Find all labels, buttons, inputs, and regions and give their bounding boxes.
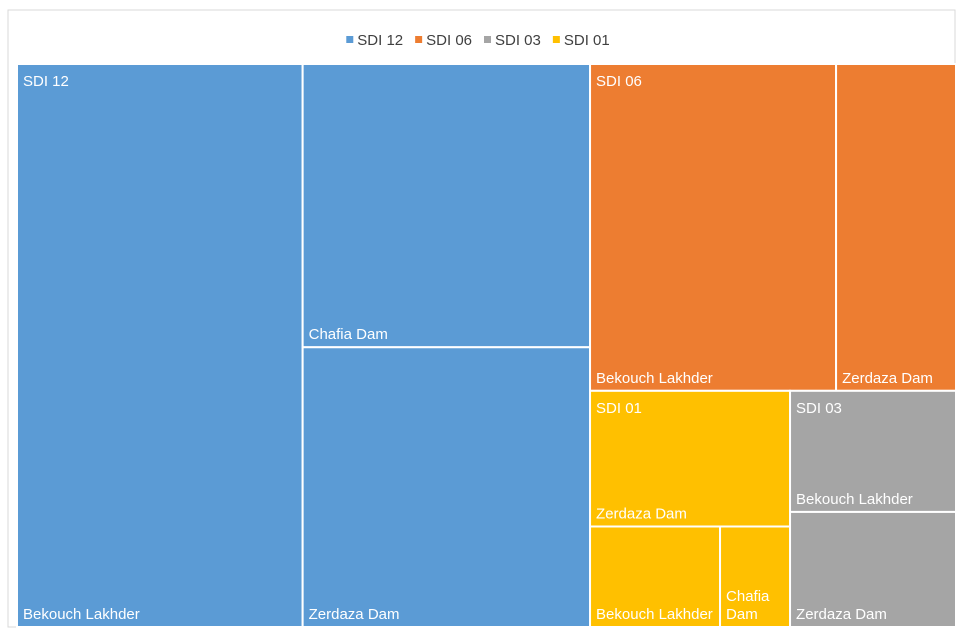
leaf-label: Bekouch Lakhder [796, 491, 913, 508]
treemap-cell [301, 346, 592, 628]
legend-swatch [415, 36, 423, 43]
legend-text: SDI 06 [426, 32, 472, 49]
legend-text: SDI 12 [357, 32, 403, 49]
treemap-cell [589, 389, 792, 528]
treemap-cell [301, 63, 592, 349]
label-line: Chafia [726, 588, 774, 605]
label-line: Dam [726, 606, 758, 623]
leaf-label: Zerdaza Dam [796, 606, 887, 623]
group-label: SDI 06 [596, 73, 642, 90]
leaf-label: Bekouch Lakhder [23, 606, 140, 623]
leaf-label: Zerdaza Dam [596, 505, 687, 522]
legend: SDI 12 SDI 06 SDI 03 SDI 01 [346, 32, 610, 49]
legend-text: SDI 01 [564, 32, 610, 49]
group-label: SDI 12 [23, 73, 69, 90]
leaf-label: Bekouch Lakhder [596, 370, 713, 387]
leaf-label: Chafia Dam [309, 326, 388, 343]
treemap-cell [16, 63, 304, 628]
legend-swatch [346, 36, 354, 43]
leaf-label: Chafia Dam [726, 588, 774, 623]
legend-swatch [484, 36, 491, 43]
treemap-cell [835, 63, 956, 392]
leaf-label: Bekouch Lakhder [596, 606, 713, 623]
legend-swatch [552, 36, 560, 43]
group-label: SDI 01 [596, 400, 642, 417]
treemap-cell [789, 389, 956, 513]
treemap-cell [589, 63, 838, 392]
group-label: SDI 03 [796, 400, 842, 417]
treemap-cell [789, 510, 956, 628]
legend-text: SDI 03 [495, 32, 541, 49]
leaf-label: Zerdaza Dam [309, 606, 400, 623]
leaf-label: Zerdaza Dam [842, 370, 933, 387]
